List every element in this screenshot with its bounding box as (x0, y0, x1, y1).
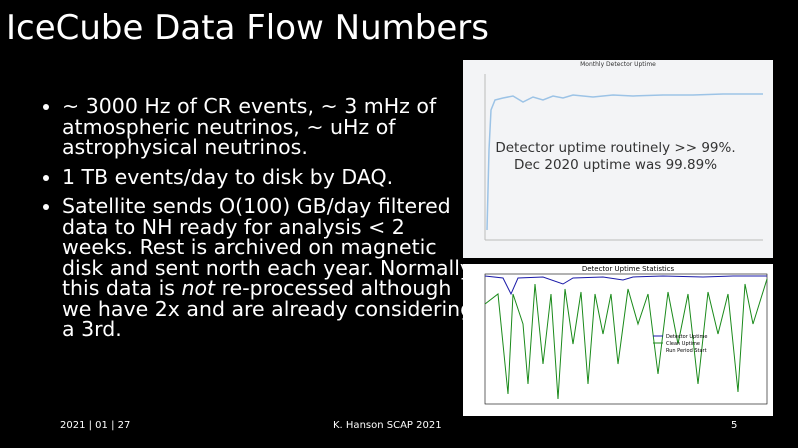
figure-title: Monthly Detector Uptime (580, 61, 656, 68)
legend-entry: Clean Uptime (666, 341, 700, 347)
footer-date: 2021 | 01 | 27 (60, 420, 131, 431)
statistics-figure: Detector Uptime Statistics Detector Upti… (463, 264, 773, 416)
caption-box: Detector uptime routinely >> 99%. Dec 20… (495, 140, 736, 173)
page-number: 5 (731, 420, 738, 431)
bullet-text: ~ 3000 Hz of CR events, ~ 3 mHz of atmos… (62, 94, 437, 159)
slide-title: IceCube Data Flow Numbers (6, 8, 489, 48)
bullet-list: ~ 3000 Hz of CR events, ~ 3 mHz of atmos… (42, 96, 482, 349)
detector-uptime-line (484, 275, 767, 296)
uptime-line (486, 93, 763, 231)
emphasis: not (181, 276, 216, 300)
figure-background (463, 264, 773, 416)
bullet-text: re-processed although we have 2x and are… (62, 276, 474, 341)
bullet: Satellite sends O(100) GB/day filtered d… (62, 196, 482, 340)
figure-caption: Detector uptime routinely >> 99%. Dec 20… (495, 140, 736, 173)
clean-uptime-line (484, 278, 768, 400)
legend-entry: Detector Uptime (666, 334, 708, 340)
figure-background (463, 60, 773, 258)
uptime-figure: Monthly Detector Uptime Detector uptime … (463, 60, 773, 258)
plot-frame (484, 273, 768, 405)
bullet: ~ 3000 Hz of CR events, ~ 3 mHz of atmos… (62, 96, 482, 158)
bullet: 1 TB events/day to disk by DAQ. (62, 164, 482, 189)
bullet-text: 1 TB events/day to disk by DAQ. (62, 164, 394, 189)
footer-author: K. Hanson SCAP 2021 (333, 420, 442, 431)
bullet-text: Satellite sends O(100) GB/day filtered d… (62, 194, 473, 300)
legend-entry: Run Period Start (666, 348, 707, 354)
figure-title: Detector Uptime Statistics (582, 265, 675, 273)
